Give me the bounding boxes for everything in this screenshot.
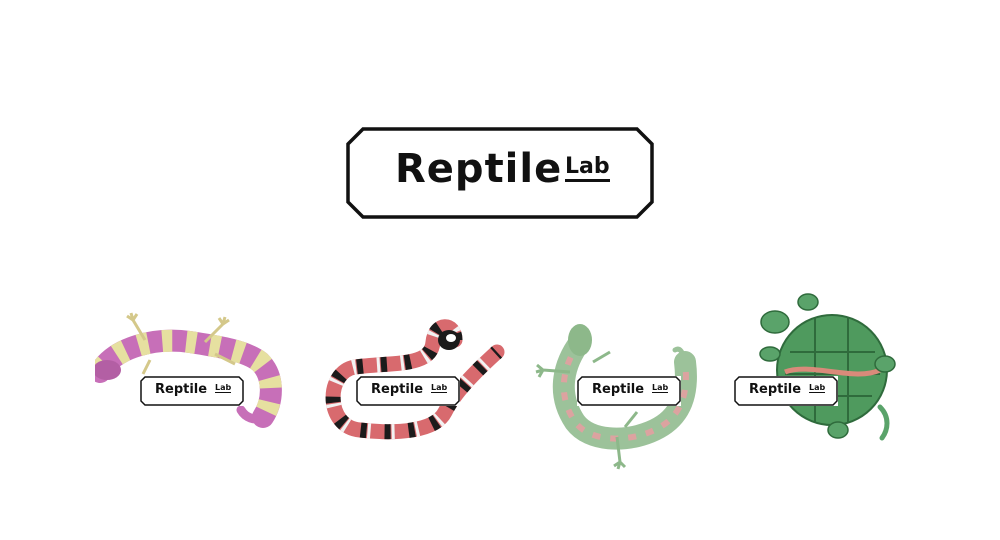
badge-word: Reptile: [592, 382, 645, 397]
gecko-illustration: [95, 312, 282, 428]
badge-sub: Lab: [431, 383, 448, 393]
snake-variant: Reptile Lab: [315, 292, 505, 472]
logo-sub: Lab: [565, 156, 610, 182]
lizard-variant: Reptile Lab: [525, 292, 715, 472]
turtle-badge: Reptile Lab: [734, 376, 838, 406]
snake-badge: Reptile Lab: [356, 376, 460, 406]
gecko-badge: Reptile Lab: [140, 376, 244, 406]
badge-word: Reptile: [155, 382, 208, 397]
badge-sub: Lab: [215, 383, 232, 393]
lizard-illustration: [535, 324, 697, 470]
turtle-variant: Reptile Lab: [730, 292, 920, 472]
main-logo: Reptile Lab: [345, 126, 655, 220]
lizard-badge: Reptile Lab: [577, 376, 681, 406]
logo-word: Reptile: [395, 146, 563, 192]
gecko-variant: Reptile Lab: [95, 292, 285, 472]
badge-word: Reptile: [371, 382, 424, 397]
badge-sub: Lab: [809, 383, 826, 393]
badge-sub: Lab: [652, 383, 669, 393]
snake-illustration: [325, 319, 505, 440]
logo-frame: [346, 127, 654, 219]
badge-word: Reptile: [749, 382, 802, 397]
